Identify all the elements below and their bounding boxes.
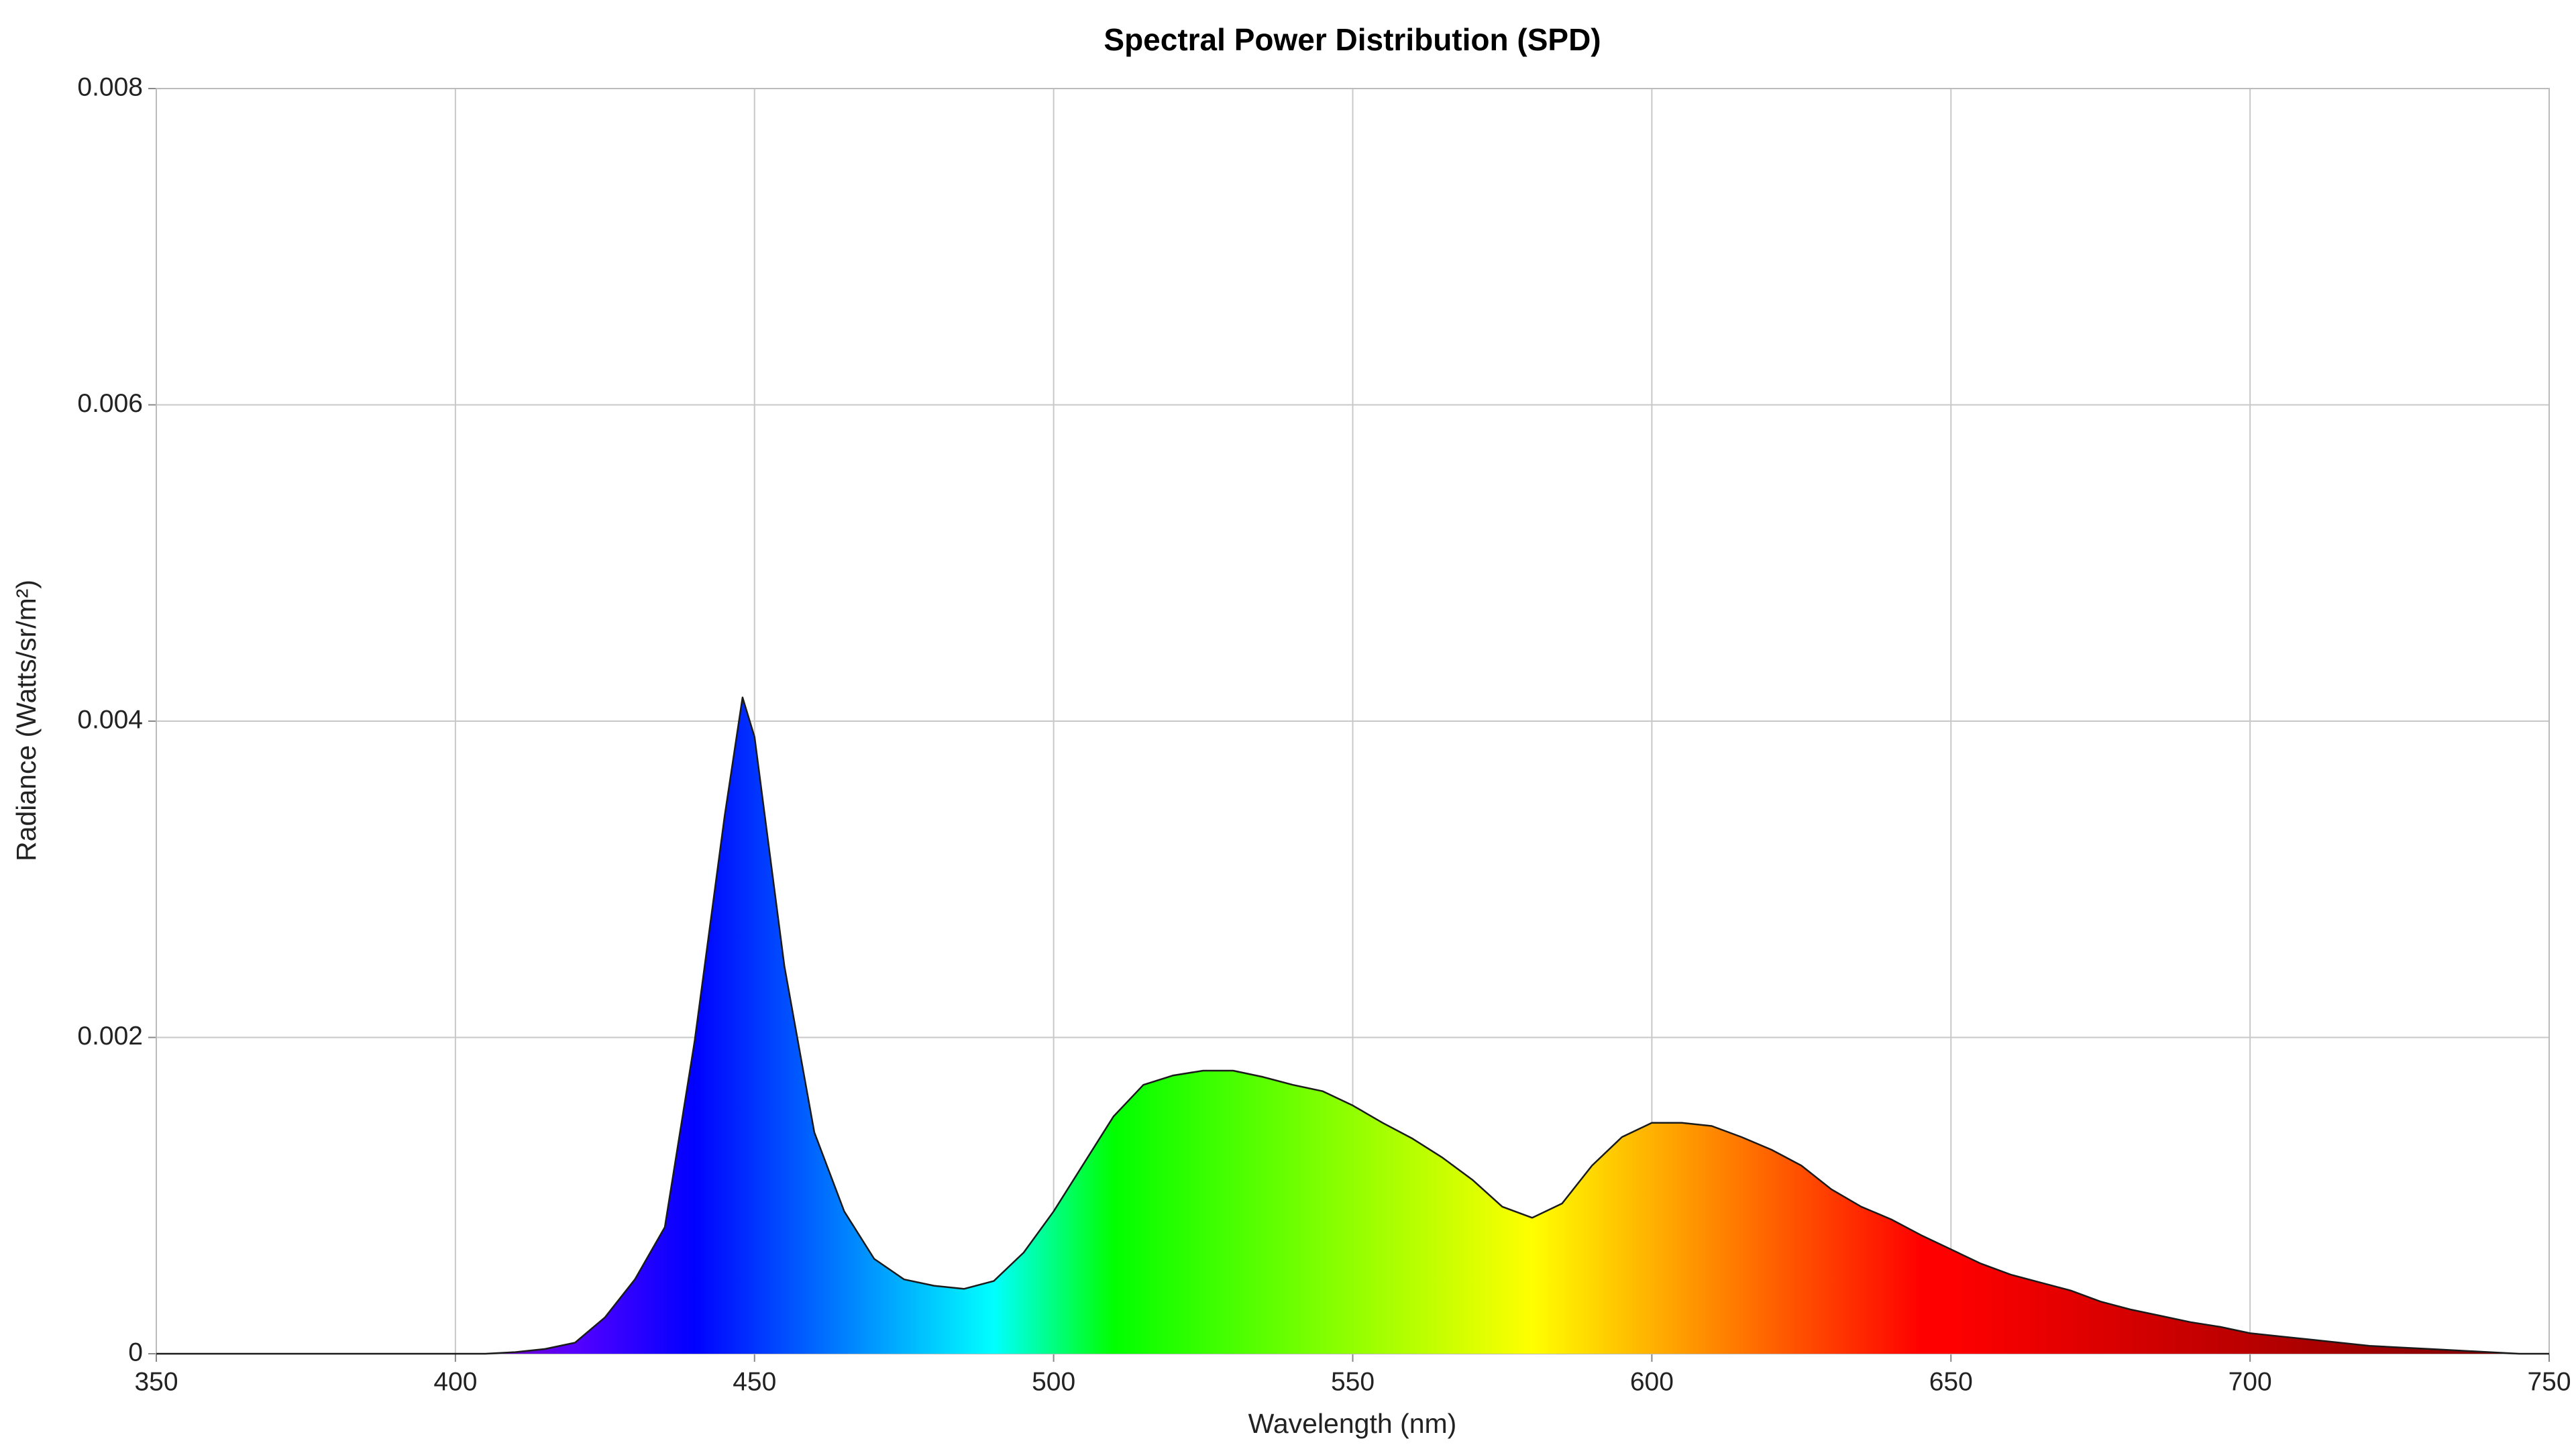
x-tick-label: 700 <box>2229 1367 2272 1396</box>
x-tick-label: 350 <box>134 1367 178 1396</box>
x-tick-label: 500 <box>1032 1367 1075 1396</box>
x-tick-label: 400 <box>433 1367 477 1396</box>
x-tick-label: 650 <box>1929 1367 1973 1396</box>
spectrum-area <box>156 697 2549 1354</box>
y-tick-label: 0.002 <box>77 1022 143 1051</box>
chart-title: Spectral Power Distribution (SPD) <box>1104 22 1601 57</box>
y-tick-label: 0 <box>128 1338 143 1366</box>
x-axis-title: Wavelength (nm) <box>1248 1408 1457 1439</box>
y-tick-label: 0.004 <box>77 705 143 734</box>
spectrum-line <box>156 696 2549 1355</box>
x-tick-label: 750 <box>2527 1367 2571 1396</box>
x-tick-label: 550 <box>1331 1367 1375 1396</box>
y-tick-label: 0.008 <box>77 72 143 101</box>
y-axis-title: Radiance (Watts/sr/m²) <box>11 580 42 861</box>
x-tick-label: 450 <box>733 1367 776 1396</box>
x-tick-label: 600 <box>1630 1367 1674 1396</box>
y-tick-label: 0.006 <box>77 389 143 418</box>
